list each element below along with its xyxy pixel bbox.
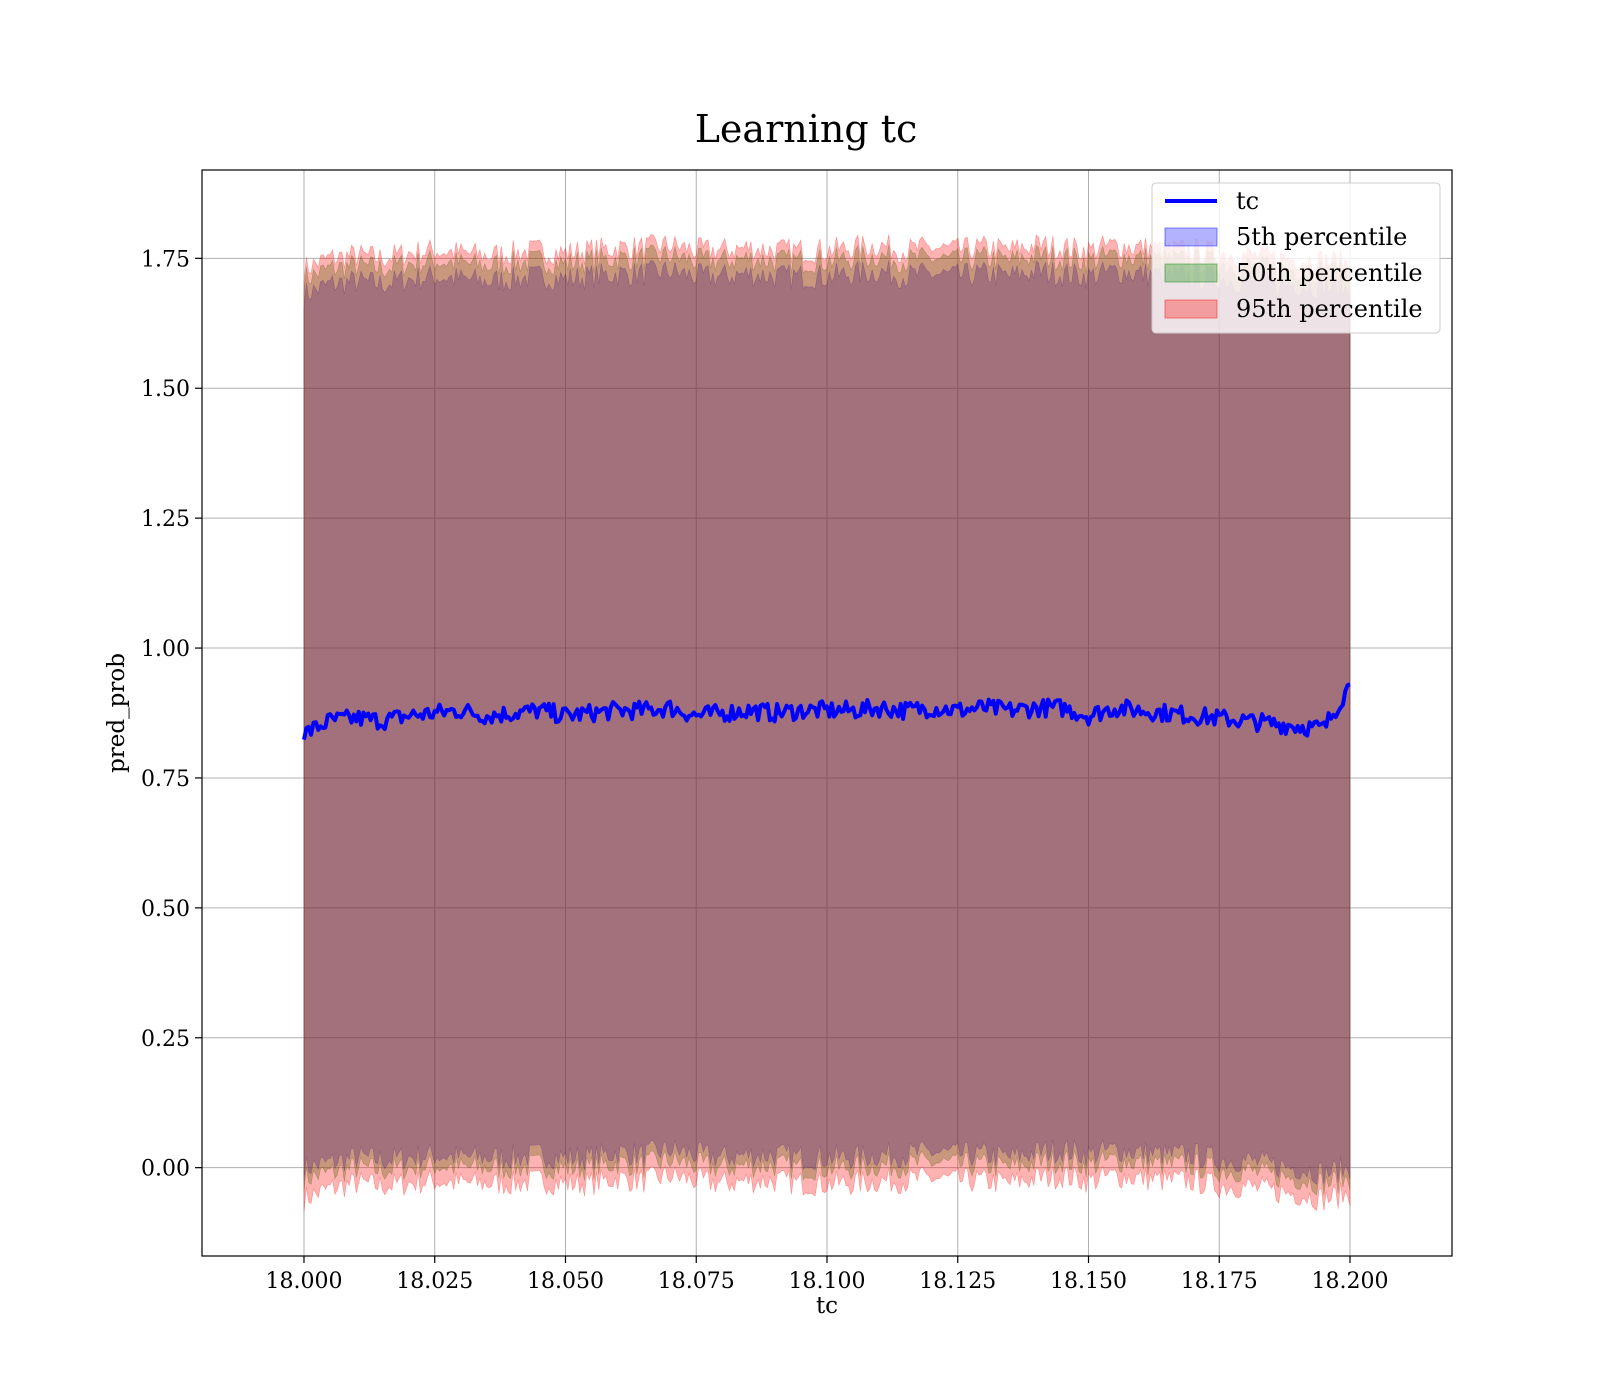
- tc-line: [302, 682, 1351, 741]
- x-tick-label: 18.000: [265, 1269, 342, 1294]
- percentile-bands: [303, 234, 1351, 1212]
- legend-label: 95th percentile: [1236, 295, 1423, 323]
- x-tick-label: 18.050: [527, 1269, 604, 1294]
- y-tick-label: 1.00: [141, 637, 190, 662]
- x-axis-ticks: 18.000 18.025 18.050 18.075 18.100 18.125 18.1…: [265, 1256, 1389, 1294]
- x-tick-label: 18.075: [658, 1269, 735, 1294]
- legend-label: 50th percentile: [1236, 259, 1423, 287]
- y-axis-ticks: 0.00 0.25 0.50 0.75 1.00 1.25 1.50 1.75: [141, 247, 202, 1182]
- x-tick-label: 18.025: [396, 1269, 473, 1294]
- band-5th-percentile: [303, 260, 1351, 1185]
- x-tick-label: 18.150: [1050, 1269, 1127, 1294]
- chart-title: Learning tc: [695, 107, 918, 151]
- y-axis-label: pred_prob: [104, 653, 130, 773]
- series-line-tc: [302, 682, 1351, 741]
- legend-swatch-50th-percentile: [1164, 263, 1218, 283]
- x-tick-label: 18.100: [789, 1269, 866, 1294]
- y-tick-label: 0.50: [141, 897, 190, 922]
- legend-swatch-5th-percentile: [1164, 227, 1218, 247]
- y-tick-label: 0.00: [141, 1157, 190, 1182]
- legend: tc 5th percentile 50th percentile 95th perc…: [1151, 182, 1441, 334]
- band-50th-percentile: [303, 244, 1351, 1196]
- band-95th-percentile: [303, 234, 1351, 1212]
- y-tick-label: 1.25: [141, 507, 190, 532]
- legend-swatch-95th-percentile: [1164, 299, 1218, 319]
- x-tick-label: 18.175: [1181, 1269, 1258, 1294]
- y-tick-label: 1.75: [141, 247, 190, 272]
- y-tick-label: 0.25: [141, 1027, 190, 1052]
- legend-label: tc: [1236, 187, 1259, 215]
- y-tick-label: 0.75: [141, 767, 190, 792]
- legend-label: 5th percentile: [1236, 223, 1407, 251]
- grid: [202, 170, 1452, 1256]
- legend-box: [1151, 182, 1441, 334]
- y-tick-label: 1.50: [141, 377, 190, 402]
- x-tick-label: 18.125: [919, 1269, 996, 1294]
- x-axis-label: tc: [816, 1293, 838, 1319]
- x-tick-label: 18.200: [1312, 1269, 1389, 1294]
